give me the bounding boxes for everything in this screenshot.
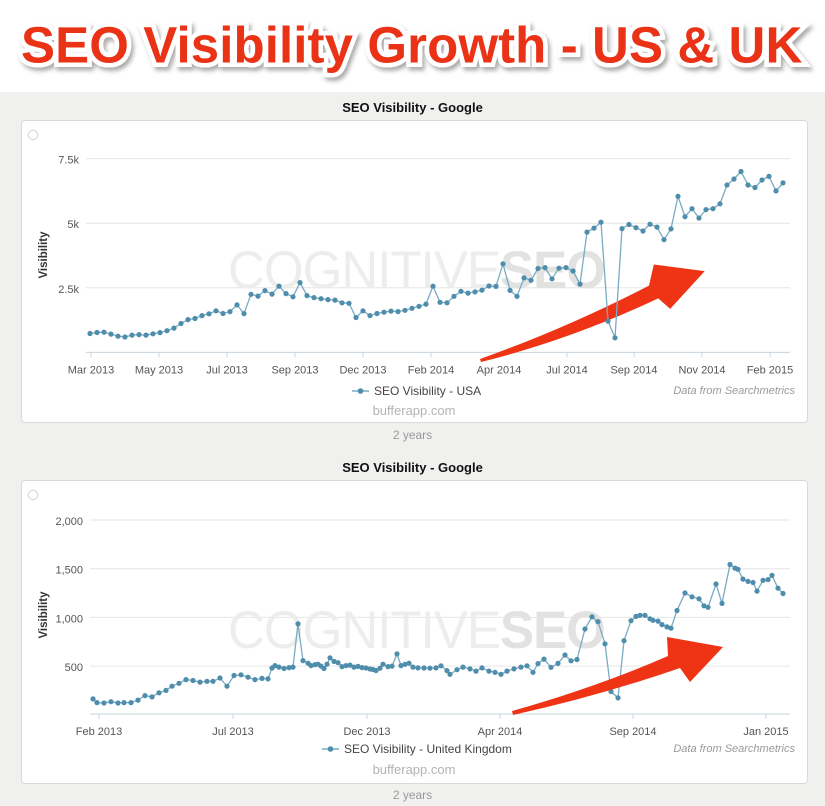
svg-text:Data from Searchmetrics: Data from Searchmetrics [673, 385, 795, 397]
svg-text:Nov 2014: Nov 2014 [678, 364, 725, 376]
svg-text:Apr 2014: Apr 2014 [478, 726, 523, 738]
svg-text:Feb 2013: Feb 2013 [76, 726, 122, 738]
svg-text:Sep 2014: Sep 2014 [609, 726, 656, 738]
svg-text:Feb 2015: Feb 2015 [747, 364, 793, 376]
svg-text:Apr 2014: Apr 2014 [477, 364, 522, 376]
svg-text:May 2013: May 2013 [135, 364, 183, 376]
svg-text:500: 500 [65, 662, 83, 674]
svg-text:2.5k: 2.5k [58, 284, 79, 296]
svg-text:Jul 2014: Jul 2014 [546, 364, 588, 376]
svg-text:1,000: 1,000 [55, 613, 83, 625]
svg-text:Visibility: Visibility [38, 591, 50, 639]
svg-text:Feb 2014: Feb 2014 [408, 364, 454, 376]
svg-text:Sep 2014: Sep 2014 [610, 364, 657, 376]
svg-text:Jul 2013: Jul 2013 [212, 726, 254, 738]
svg-text:COGNITIVESEO: COGNITIVESEO [228, 241, 605, 300]
svg-text:Mar 2013: Mar 2013 [68, 364, 114, 376]
svg-text:Visibility: Visibility [38, 231, 50, 279]
svg-text:bufferapp.com: bufferapp.com [373, 403, 456, 418]
svg-text:bufferapp.com: bufferapp.com [373, 762, 456, 777]
svg-text:7.5k: 7.5k [58, 155, 79, 167]
svg-text:Jul 2013: Jul 2013 [206, 364, 248, 376]
svg-text:Dec 2013: Dec 2013 [339, 364, 386, 376]
svg-text:COGNITIVESEO: COGNITIVESEO [228, 601, 605, 660]
svg-text:SEO Visibility - USA: SEO Visibility - USA [374, 384, 481, 398]
svg-text:SEO Visibility - United Kingdo: SEO Visibility - United Kingdom [344, 742, 512, 756]
svg-text:Jan 2015: Jan 2015 [743, 726, 788, 738]
svg-text:Sep 2013: Sep 2013 [271, 364, 318, 376]
svg-text:2,000: 2,000 [55, 516, 83, 528]
svg-text:5k: 5k [67, 219, 79, 231]
svg-text:Data from Searchmetrics: Data from Searchmetrics [673, 743, 795, 755]
svg-text:Dec 2013: Dec 2013 [343, 726, 390, 738]
svg-text:1,500: 1,500 [55, 565, 83, 577]
svg-text:SEO Visibility Growth - US & U: SEO Visibility Growth - US & UK [21, 17, 802, 74]
